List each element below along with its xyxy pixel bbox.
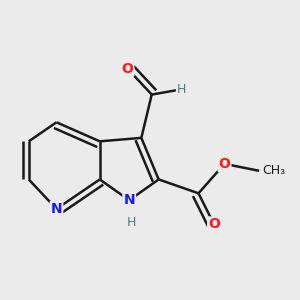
- Text: N: N: [51, 202, 62, 216]
- Text: H: H: [176, 83, 186, 96]
- Text: H: H: [126, 216, 136, 229]
- Text: N: N: [123, 193, 135, 207]
- Text: O: O: [218, 157, 230, 171]
- Text: O: O: [208, 218, 220, 232]
- Text: CH₃: CH₃: [262, 164, 286, 177]
- Text: O: O: [122, 61, 134, 76]
